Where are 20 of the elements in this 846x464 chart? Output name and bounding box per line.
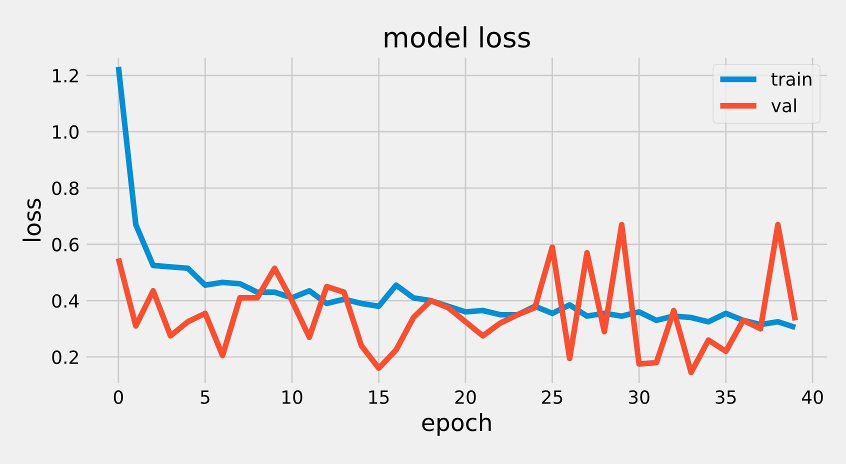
x-tick-label: 30 — [628, 390, 650, 404]
y-tick-label: 1.0 — [53, 125, 79, 139]
x-tick-label: 10 — [282, 390, 302, 404]
x-tick-label: 20 — [455, 390, 476, 404]
legend-label: val — [771, 98, 796, 112]
legend-label: train — [771, 72, 812, 86]
x-tick-label: 40 — [802, 390, 823, 404]
x-tick-label: 35 — [716, 390, 736, 404]
x-tick-label: 5 — [200, 390, 210, 404]
chart-title: model loss — [384, 26, 530, 48]
y-tick-label: 0.8 — [52, 181, 79, 196]
x-tick-label: 15 — [369, 390, 389, 404]
y-tick-label: 0.6 — [52, 238, 79, 252]
x-tick-label: 25 — [542, 390, 562, 404]
y-axis-title: loss — [22, 198, 41, 241]
x-axis-title: epoch — [422, 413, 491, 436]
y-tick-label: 1.2 — [53, 68, 78, 82]
x-tick-label: 0 — [114, 390, 123, 404]
y-tick-label: 0.2 — [52, 350, 78, 364]
y-tick-label: 0.4 — [52, 294, 79, 308]
